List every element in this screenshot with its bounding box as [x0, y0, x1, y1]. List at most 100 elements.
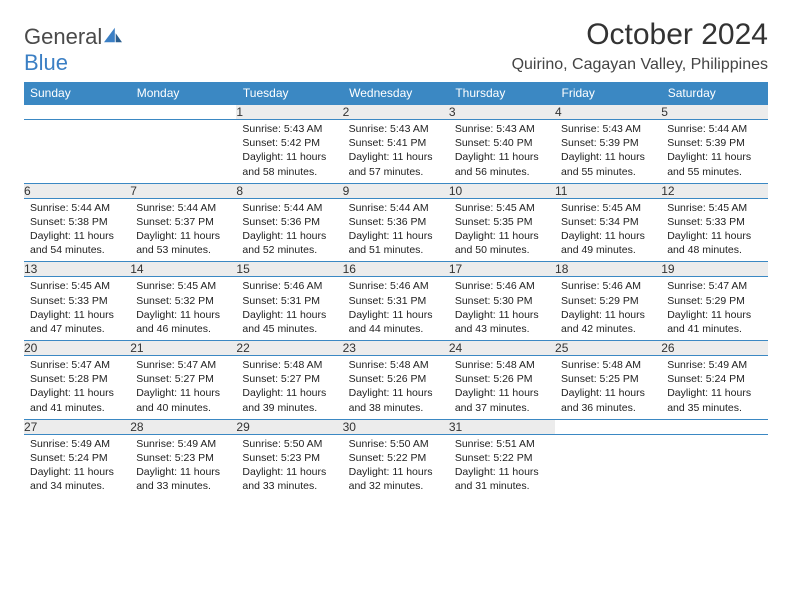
- day-cell: Sunrise: 5:45 AMSunset: 5:32 PMDaylight:…: [130, 277, 236, 341]
- day-number: 26: [661, 341, 767, 356]
- sunset-line: Sunset: 5:37 PM: [136, 215, 230, 229]
- day-cell: Sunrise: 5:43 AMSunset: 5:42 PMDaylight:…: [236, 120, 342, 184]
- weekday-header: Friday: [555, 82, 661, 105]
- day-number: 23: [343, 341, 449, 356]
- daynum-row: 2728293031: [24, 419, 768, 434]
- empty-cell: [661, 419, 767, 434]
- day-number: 16: [343, 262, 449, 277]
- sunset-line: Sunset: 5:26 PM: [349, 372, 443, 386]
- sunrise-line: Sunrise: 5:44 AM: [667, 122, 761, 136]
- daylight-line: Daylight: 11 hours and 53 minutes.: [136, 229, 230, 257]
- daylight-line: Daylight: 11 hours and 55 minutes.: [667, 150, 761, 178]
- daylight-line: Daylight: 11 hours and 36 minutes.: [561, 386, 655, 414]
- day-cell: Sunrise: 5:44 AMSunset: 5:39 PMDaylight:…: [661, 120, 767, 184]
- weekday-header: Thursday: [449, 82, 555, 105]
- sunrise-line: Sunrise: 5:44 AM: [136, 201, 230, 215]
- sunrise-line: Sunrise: 5:45 AM: [136, 279, 230, 293]
- day-number: 29: [236, 419, 342, 434]
- sunrise-line: Sunrise: 5:51 AM: [455, 437, 549, 451]
- sunrise-line: Sunrise: 5:49 AM: [30, 437, 124, 451]
- daylight-line: Daylight: 11 hours and 44 minutes.: [349, 308, 443, 336]
- sunset-line: Sunset: 5:26 PM: [455, 372, 549, 386]
- day-number: 30: [343, 419, 449, 434]
- day-cell: Sunrise: 5:45 AMSunset: 5:33 PMDaylight:…: [24, 277, 130, 341]
- sunrise-line: Sunrise: 5:48 AM: [349, 358, 443, 372]
- day-cell: Sunrise: 5:44 AMSunset: 5:38 PMDaylight:…: [24, 198, 130, 262]
- sunset-line: Sunset: 5:32 PM: [136, 294, 230, 308]
- content-row: Sunrise: 5:45 AMSunset: 5:33 PMDaylight:…: [24, 277, 768, 341]
- day-number: 12: [661, 183, 767, 198]
- day-number: 4: [555, 105, 661, 120]
- day-number: 7: [130, 183, 236, 198]
- weekday-header: Wednesday: [343, 82, 449, 105]
- day-number: 27: [24, 419, 130, 434]
- day-number: 18: [555, 262, 661, 277]
- sunset-line: Sunset: 5:41 PM: [349, 136, 443, 150]
- day-number: 9: [343, 183, 449, 198]
- daylight-line: Daylight: 11 hours and 32 minutes.: [349, 465, 443, 493]
- day-number: 25: [555, 341, 661, 356]
- daylight-line: Daylight: 11 hours and 49 minutes.: [561, 229, 655, 257]
- day-number: 5: [661, 105, 767, 120]
- day-number: 24: [449, 341, 555, 356]
- day-cell: Sunrise: 5:47 AMSunset: 5:29 PMDaylight:…: [661, 277, 767, 341]
- logo-part2: Blue: [24, 50, 68, 75]
- sunrise-line: Sunrise: 5:46 AM: [242, 279, 336, 293]
- sunset-line: Sunset: 5:29 PM: [561, 294, 655, 308]
- daylight-line: Daylight: 11 hours and 46 minutes.: [136, 308, 230, 336]
- daylight-line: Daylight: 11 hours and 57 minutes.: [349, 150, 443, 178]
- daylight-line: Daylight: 11 hours and 50 minutes.: [455, 229, 549, 257]
- page-title: October 2024: [512, 18, 768, 52]
- day-cell: Sunrise: 5:46 AMSunset: 5:30 PMDaylight:…: [449, 277, 555, 341]
- sunset-line: Sunset: 5:39 PM: [561, 136, 655, 150]
- sunrise-line: Sunrise: 5:48 AM: [455, 358, 549, 372]
- sunrise-line: Sunrise: 5:43 AM: [242, 122, 336, 136]
- logo-sail-icon: [102, 26, 124, 44]
- logo-text: General Blue: [24, 24, 124, 76]
- daynum-row: 13141516171819: [24, 262, 768, 277]
- sunrise-line: Sunrise: 5:48 AM: [561, 358, 655, 372]
- daylight-line: Daylight: 11 hours and 37 minutes.: [455, 386, 549, 414]
- sunrise-line: Sunrise: 5:47 AM: [136, 358, 230, 372]
- sunrise-line: Sunrise: 5:45 AM: [667, 201, 761, 215]
- daylight-line: Daylight: 11 hours and 45 minutes.: [242, 308, 336, 336]
- day-number: 21: [130, 341, 236, 356]
- sunset-line: Sunset: 5:42 PM: [242, 136, 336, 150]
- sunset-line: Sunset: 5:23 PM: [242, 451, 336, 465]
- day-number: 3: [449, 105, 555, 120]
- calendar-table: Sunday Monday Tuesday Wednesday Thursday…: [24, 82, 768, 497]
- day-cell: Sunrise: 5:48 AMSunset: 5:27 PMDaylight:…: [236, 356, 342, 420]
- day-number: 17: [449, 262, 555, 277]
- sunrise-line: Sunrise: 5:48 AM: [242, 358, 336, 372]
- day-number: 2: [343, 105, 449, 120]
- sunrise-line: Sunrise: 5:49 AM: [136, 437, 230, 451]
- sunset-line: Sunset: 5:28 PM: [30, 372, 124, 386]
- daylight-line: Daylight: 11 hours and 31 minutes.: [455, 465, 549, 493]
- daylight-line: Daylight: 11 hours and 35 minutes.: [667, 386, 761, 414]
- day-number: 15: [236, 262, 342, 277]
- empty-cell: [130, 105, 236, 120]
- sunrise-line: Sunrise: 5:45 AM: [561, 201, 655, 215]
- header: General Blue October 2024 Quirino, Cagay…: [24, 18, 768, 76]
- sunset-line: Sunset: 5:38 PM: [30, 215, 124, 229]
- sunset-line: Sunset: 5:24 PM: [30, 451, 124, 465]
- day-cell: Sunrise: 5:43 AMSunset: 5:40 PMDaylight:…: [449, 120, 555, 184]
- content-row: Sunrise: 5:43 AMSunset: 5:42 PM Daylight:…: [24, 120, 768, 184]
- day-cell: Sunrise: 5:48 AMSunset: 5:25 PMDaylight:…: [555, 356, 661, 420]
- daylight-line: Daylight: 11 hours and 41 minutes.: [667, 308, 761, 336]
- weekday-header-row: Sunday Monday Tuesday Wednesday Thursday…: [24, 82, 768, 105]
- daynum-row: 6789101112: [24, 183, 768, 198]
- day-number: 11: [555, 183, 661, 198]
- daylight-line: Daylight: 11 hours and 34 minutes.: [30, 465, 124, 493]
- day-number: 20: [24, 341, 130, 356]
- content-row: Sunrise: 5:44 AM Sunset: 5:38 PM Daylight:…: [24, 198, 768, 262]
- day-cell: Sunrise: 5:51 AMSunset: 5:22 PMDaylight:…: [449, 434, 555, 497]
- day-cell: Sunrise: 5:47 AMSunset: 5:27 PMDaylight:…: [130, 356, 236, 420]
- logo-part1: General: [24, 24, 102, 49]
- title-block: October 2024 Quirino, Cagayan Valley, Ph…: [512, 18, 768, 74]
- day-cell: Sunrise: 5:44 AMSunset: 5:36 PMDaylight:…: [343, 198, 449, 262]
- day-cell: Sunrise: 5:50 AMSunset: 5:22 PMDaylight:…: [343, 434, 449, 497]
- daylight-line: Daylight: 11 hours and 43 minutes.: [455, 308, 549, 336]
- day-number: 8: [236, 183, 342, 198]
- empty-cell: [555, 419, 661, 434]
